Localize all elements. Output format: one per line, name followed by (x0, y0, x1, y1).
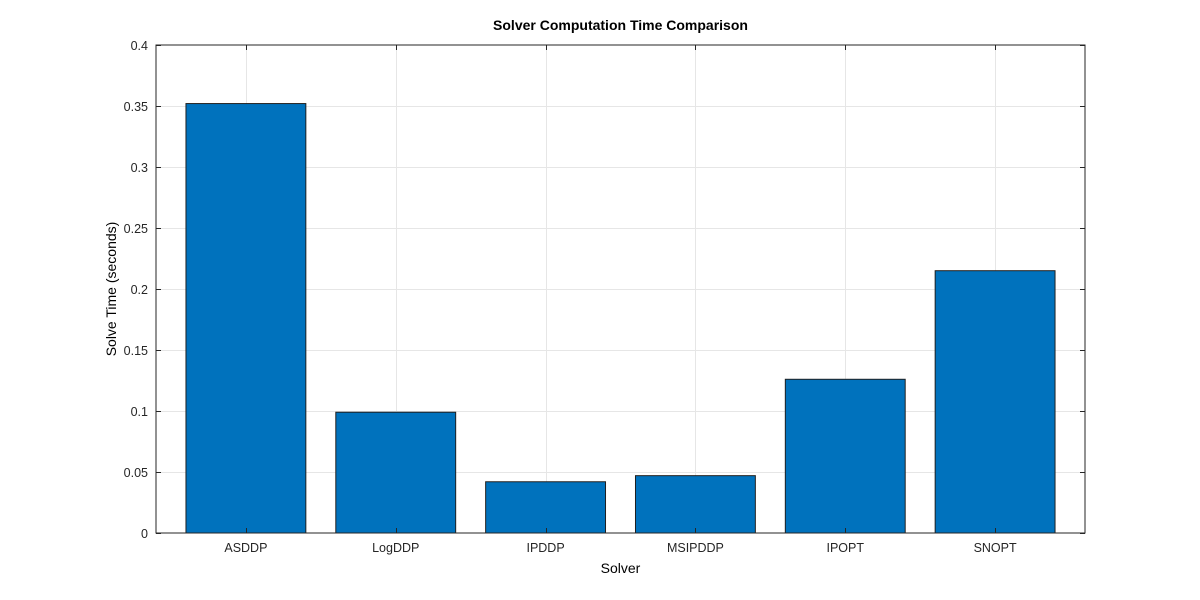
x-tick-labels: ASDDP LogDDP IPDDP MSIPDDP IPOPT SNOPT (224, 541, 1017, 555)
y-tick-label: 0.3 (131, 161, 148, 175)
bar-snopt (934, 270, 1056, 534)
x-tick-label: LogDDP (372, 541, 419, 555)
y-tick-label: 0 (141, 527, 148, 541)
x-tick-label: SNOPT (974, 541, 1017, 555)
y-tick-label: 0.1 (131, 405, 148, 419)
bar-asddp (185, 103, 307, 534)
y-tick-label: 0.25 (124, 222, 148, 236)
bar-ipddp (485, 481, 607, 534)
bar-msipddp (634, 475, 756, 534)
x-tick-label: IPDDP (526, 541, 564, 555)
x-tick-label: ASDDP (224, 541, 267, 555)
y-tick-label: 0.4 (131, 39, 148, 53)
y-tick-label: 0.35 (124, 100, 148, 114)
x-axis-label: Solver (601, 560, 641, 576)
chart-title: Solver Computation Time Comparison (493, 17, 748, 33)
y-axis-label: Solve Time (seconds) (103, 222, 119, 357)
bars (185, 103, 1056, 534)
x-tick-label: MSIPDDP (667, 541, 724, 555)
bar-ipopt (784, 378, 906, 534)
y-tick-labels: 0 0.05 0.1 0.15 0.2 0.25 0.3 0.35 0.4 (124, 39, 148, 541)
y-tick-label: 0.15 (124, 344, 148, 358)
tick-marks (156, 45, 1085, 534)
bar-logddp (335, 411, 457, 534)
y-tick-label: 0.2 (131, 283, 148, 297)
y-tick-label: 0.05 (124, 466, 148, 480)
x-tick-label: IPOPT (827, 541, 865, 555)
